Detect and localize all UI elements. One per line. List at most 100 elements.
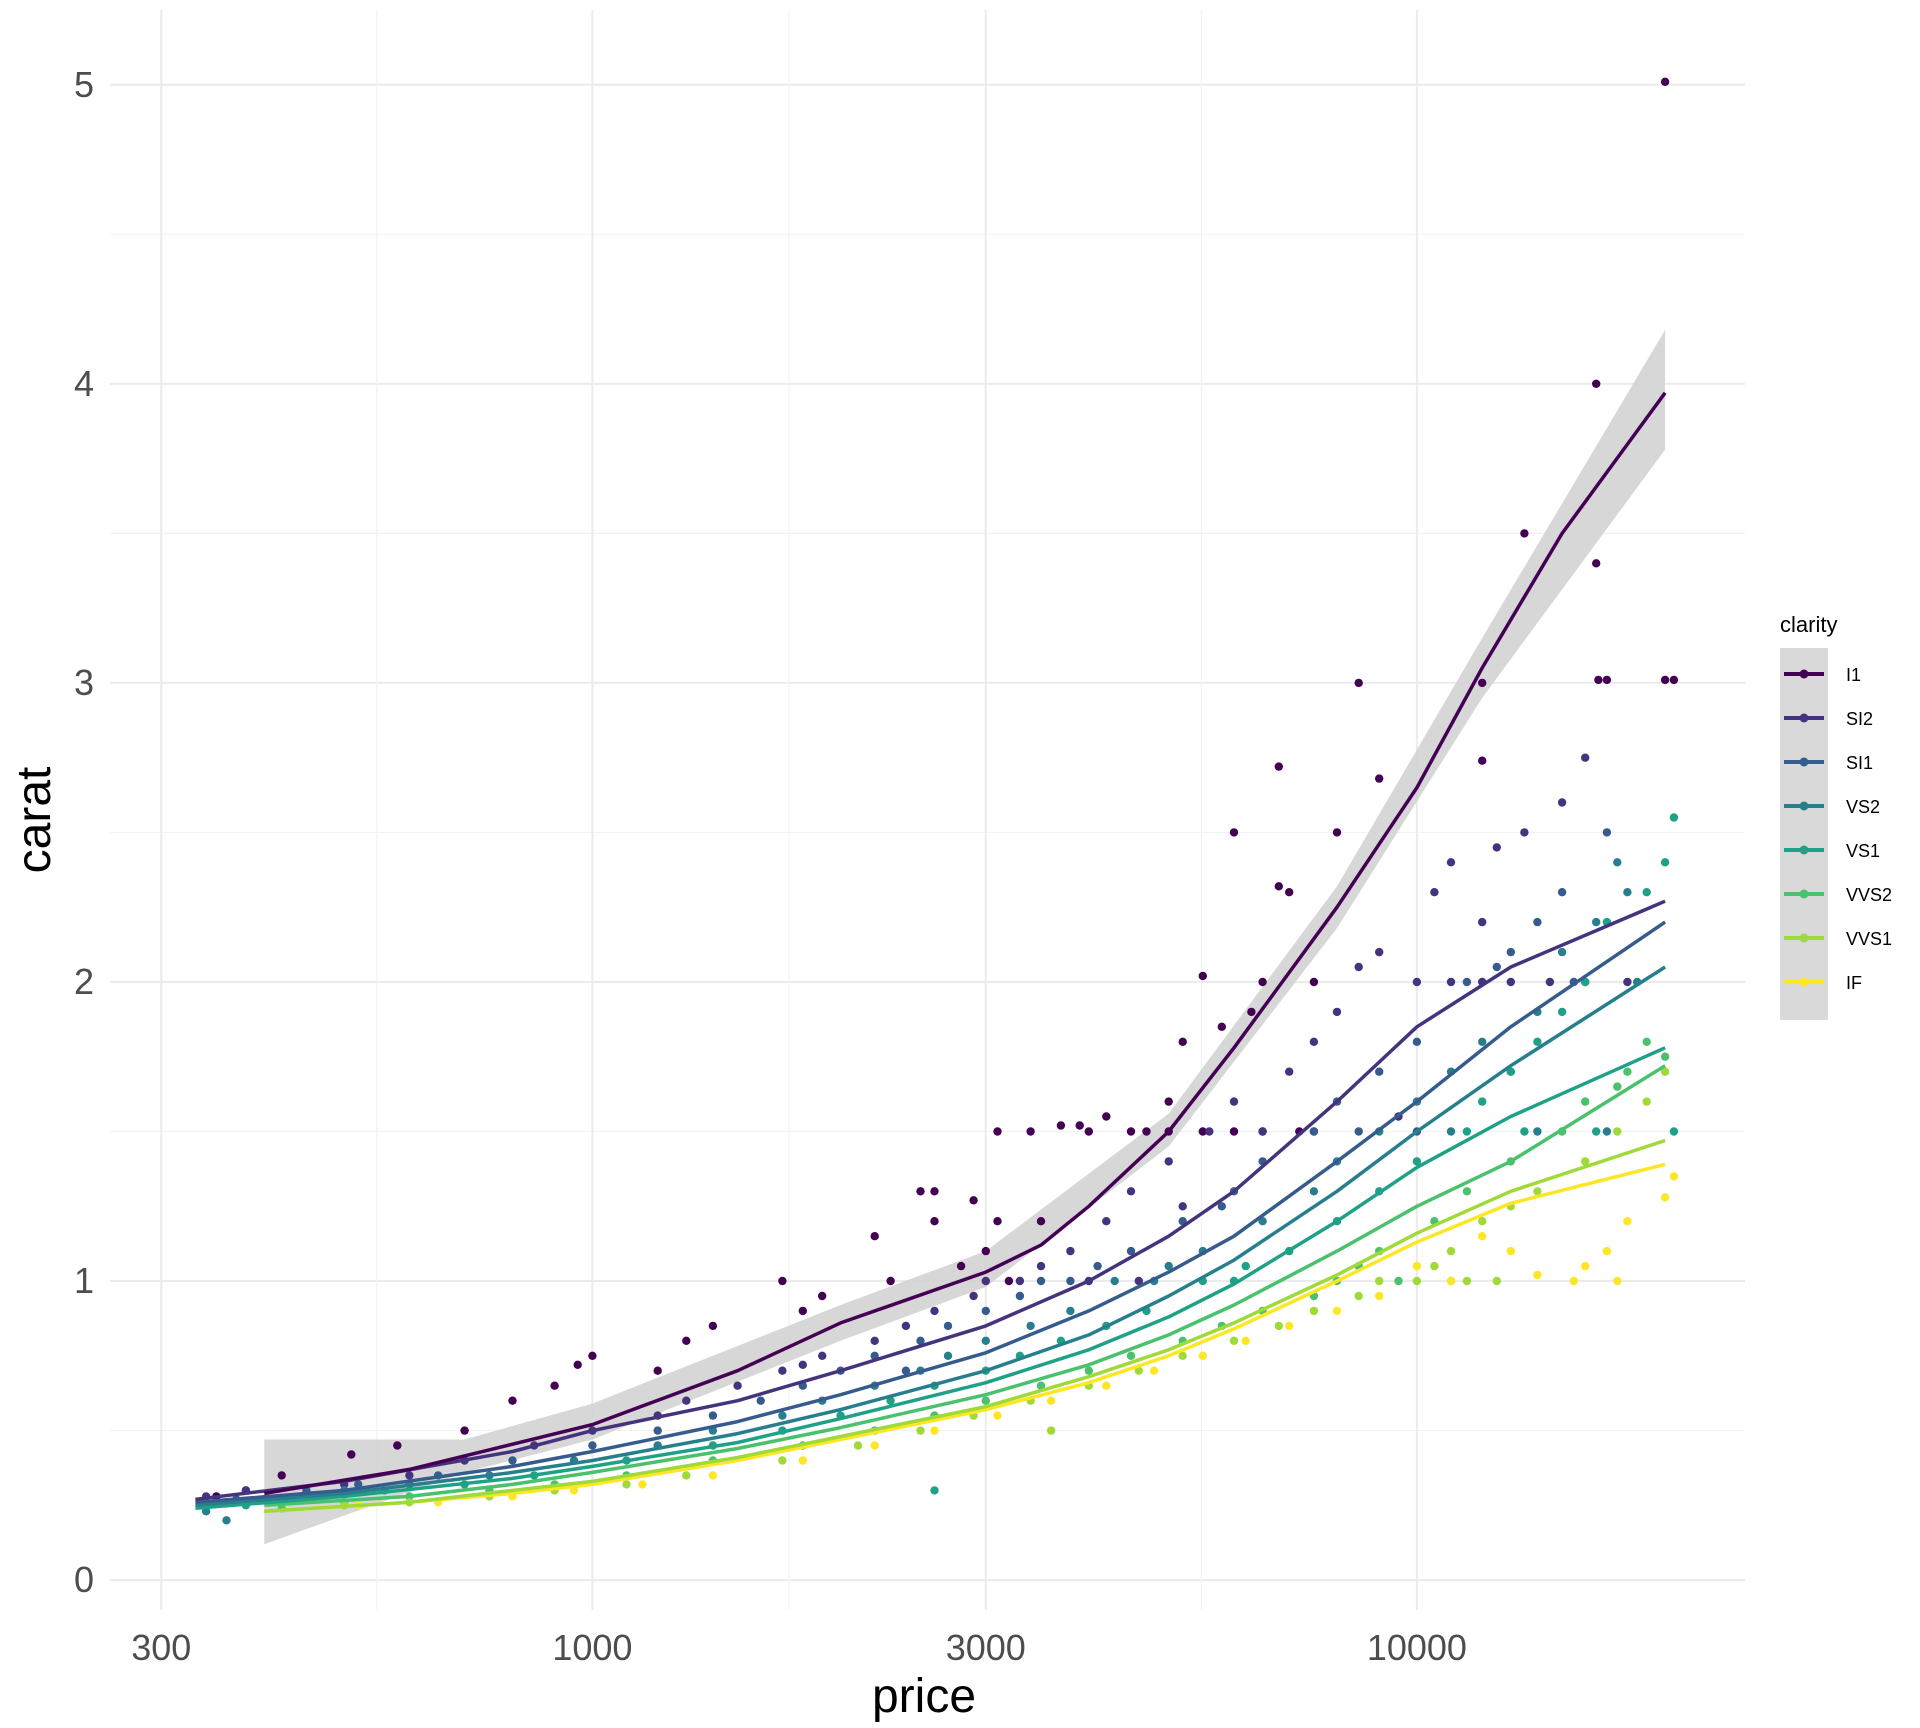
legend-item-SI2: SI2 (1784, 709, 1873, 729)
smooth-line-VS1 (195, 1046, 1666, 1511)
point-VVS2 (1623, 1067, 1632, 1076)
point-I1 (981, 1246, 990, 1256)
legend-item-IF: IF (1784, 973, 1862, 993)
point-IF (1102, 1381, 1111, 1390)
point-I1 (1075, 1121, 1084, 1130)
point-I1 (1036, 1217, 1046, 1226)
point-SI1 (708, 1411, 718, 1420)
point-I1 (1594, 675, 1603, 685)
point-VVS2 (981, 1396, 990, 1405)
point-I1 (1520, 529, 1529, 538)
point-VVS1 (1533, 1187, 1542, 1196)
x-tick-label: 3000 (946, 1627, 1026, 1668)
point-SI2 (1066, 1246, 1075, 1256)
point-VS2 (1446, 1127, 1456, 1136)
legend-item-VS2: VS2 (1784, 797, 1880, 817)
point-SI1 (653, 1426, 662, 1435)
point-SI1 (1093, 1261, 1102, 1271)
point-I1 (930, 1187, 939, 1196)
point-VVS1 (1354, 1291, 1363, 1301)
smooth-lines (195, 391, 1667, 1514)
point-I1 (956, 1261, 966, 1271)
point-VS1 (1669, 1127, 1679, 1136)
point-SI2 (733, 1381, 742, 1390)
point-SI2 (1102, 1217, 1111, 1226)
legend-item-VS1: VS1 (1784, 841, 1880, 861)
y-tick-label: 2 (74, 961, 94, 1002)
point-VVS1 (1375, 1276, 1384, 1286)
point-SI2 (1478, 917, 1487, 927)
y-tick-label: 0 (74, 1559, 94, 1600)
point-I1 (1126, 1127, 1136, 1136)
point-SI2 (778, 1366, 787, 1375)
legend-label: VVS2 (1846, 885, 1892, 905)
point-SI1 (756, 1396, 765, 1405)
point-I1 (708, 1321, 718, 1331)
point-VS2 (1309, 1187, 1319, 1196)
point-I1 (870, 1232, 879, 1241)
point-VVS1 (1178, 1351, 1187, 1361)
smooth-line-VVS2 (264, 1064, 1667, 1508)
x-tick-label: 300 (131, 1627, 191, 1668)
point-VS1 (1669, 813, 1679, 822)
point-VS2 (1478, 1037, 1487, 1047)
point-VVS1 (1430, 1261, 1439, 1271)
legend-item-VVS1: VVS1 (1784, 929, 1892, 949)
point-I1 (1198, 971, 1208, 981)
legend-label: VVS1 (1846, 929, 1892, 949)
point-SI2 (682, 1396, 691, 1405)
point-VVS1 (916, 1426, 925, 1435)
point-IF (1569, 1276, 1579, 1286)
point-SI1 (1412, 1037, 1422, 1047)
point-IF (1623, 1217, 1632, 1226)
x-tick-label: 10000 (1367, 1627, 1467, 1668)
point-I1 (1247, 1007, 1256, 1017)
legend-key-point (1799, 801, 1809, 811)
point-VVS1 (622, 1480, 631, 1489)
point-SI1 (981, 1306, 990, 1316)
point-I1 (1660, 675, 1670, 685)
point-I1 (1309, 977, 1319, 987)
point-IF (1660, 1193, 1670, 1202)
point-VS1 (1462, 1127, 1472, 1136)
y-tick-label: 1 (74, 1260, 94, 1301)
point-VVS1 (1462, 1276, 1472, 1286)
legend-label: VS2 (1846, 797, 1880, 817)
point-SI2 (1581, 753, 1590, 762)
point-I1 (1102, 1112, 1111, 1121)
y-tick-label: 4 (74, 363, 94, 404)
point-SI2 (1309, 1037, 1319, 1047)
point-IF (1412, 1261, 1422, 1271)
point-SI1 (916, 1336, 925, 1346)
point-I1 (1274, 882, 1284, 891)
point-SI2 (1492, 843, 1502, 852)
legend: clarity I1 SI2 SI1 VS2 VS1 VVS2 VVS1 IF (1780, 612, 1892, 1020)
point-SI2 (1412, 977, 1422, 987)
legend-item-I1: I1 (1784, 665, 1861, 685)
point-SI2 (1205, 1127, 1214, 1136)
point-I1 (1229, 828, 1239, 837)
point-VVS1 (682, 1471, 691, 1480)
point-VVS1 (1660, 1067, 1670, 1076)
point-VS1 (886, 1396, 895, 1405)
point-VVS1 (1581, 1157, 1590, 1166)
legend-label: IF (1846, 973, 1862, 993)
legend-key-point (1799, 757, 1809, 767)
point-VS1 (1642, 888, 1651, 897)
point-IF (1669, 1172, 1679, 1181)
point-IF (993, 1411, 1002, 1420)
point-VS2 (1066, 1306, 1075, 1316)
point-I1 (916, 1187, 925, 1196)
point-VVS1 (1613, 1127, 1622, 1136)
point-IF (1285, 1321, 1294, 1331)
point-VVS1 (1274, 1321, 1284, 1331)
point-I1 (930, 1217, 939, 1226)
legend-key-background (1780, 648, 1828, 1020)
smooth-line-VVS1 (264, 1138, 1666, 1514)
point-I1 (588, 1351, 597, 1361)
point-VS2 (1110, 1276, 1119, 1286)
point-I1 (798, 1306, 807, 1316)
point-VVS1 (1478, 1217, 1487, 1226)
point-SI2 (1446, 977, 1456, 987)
